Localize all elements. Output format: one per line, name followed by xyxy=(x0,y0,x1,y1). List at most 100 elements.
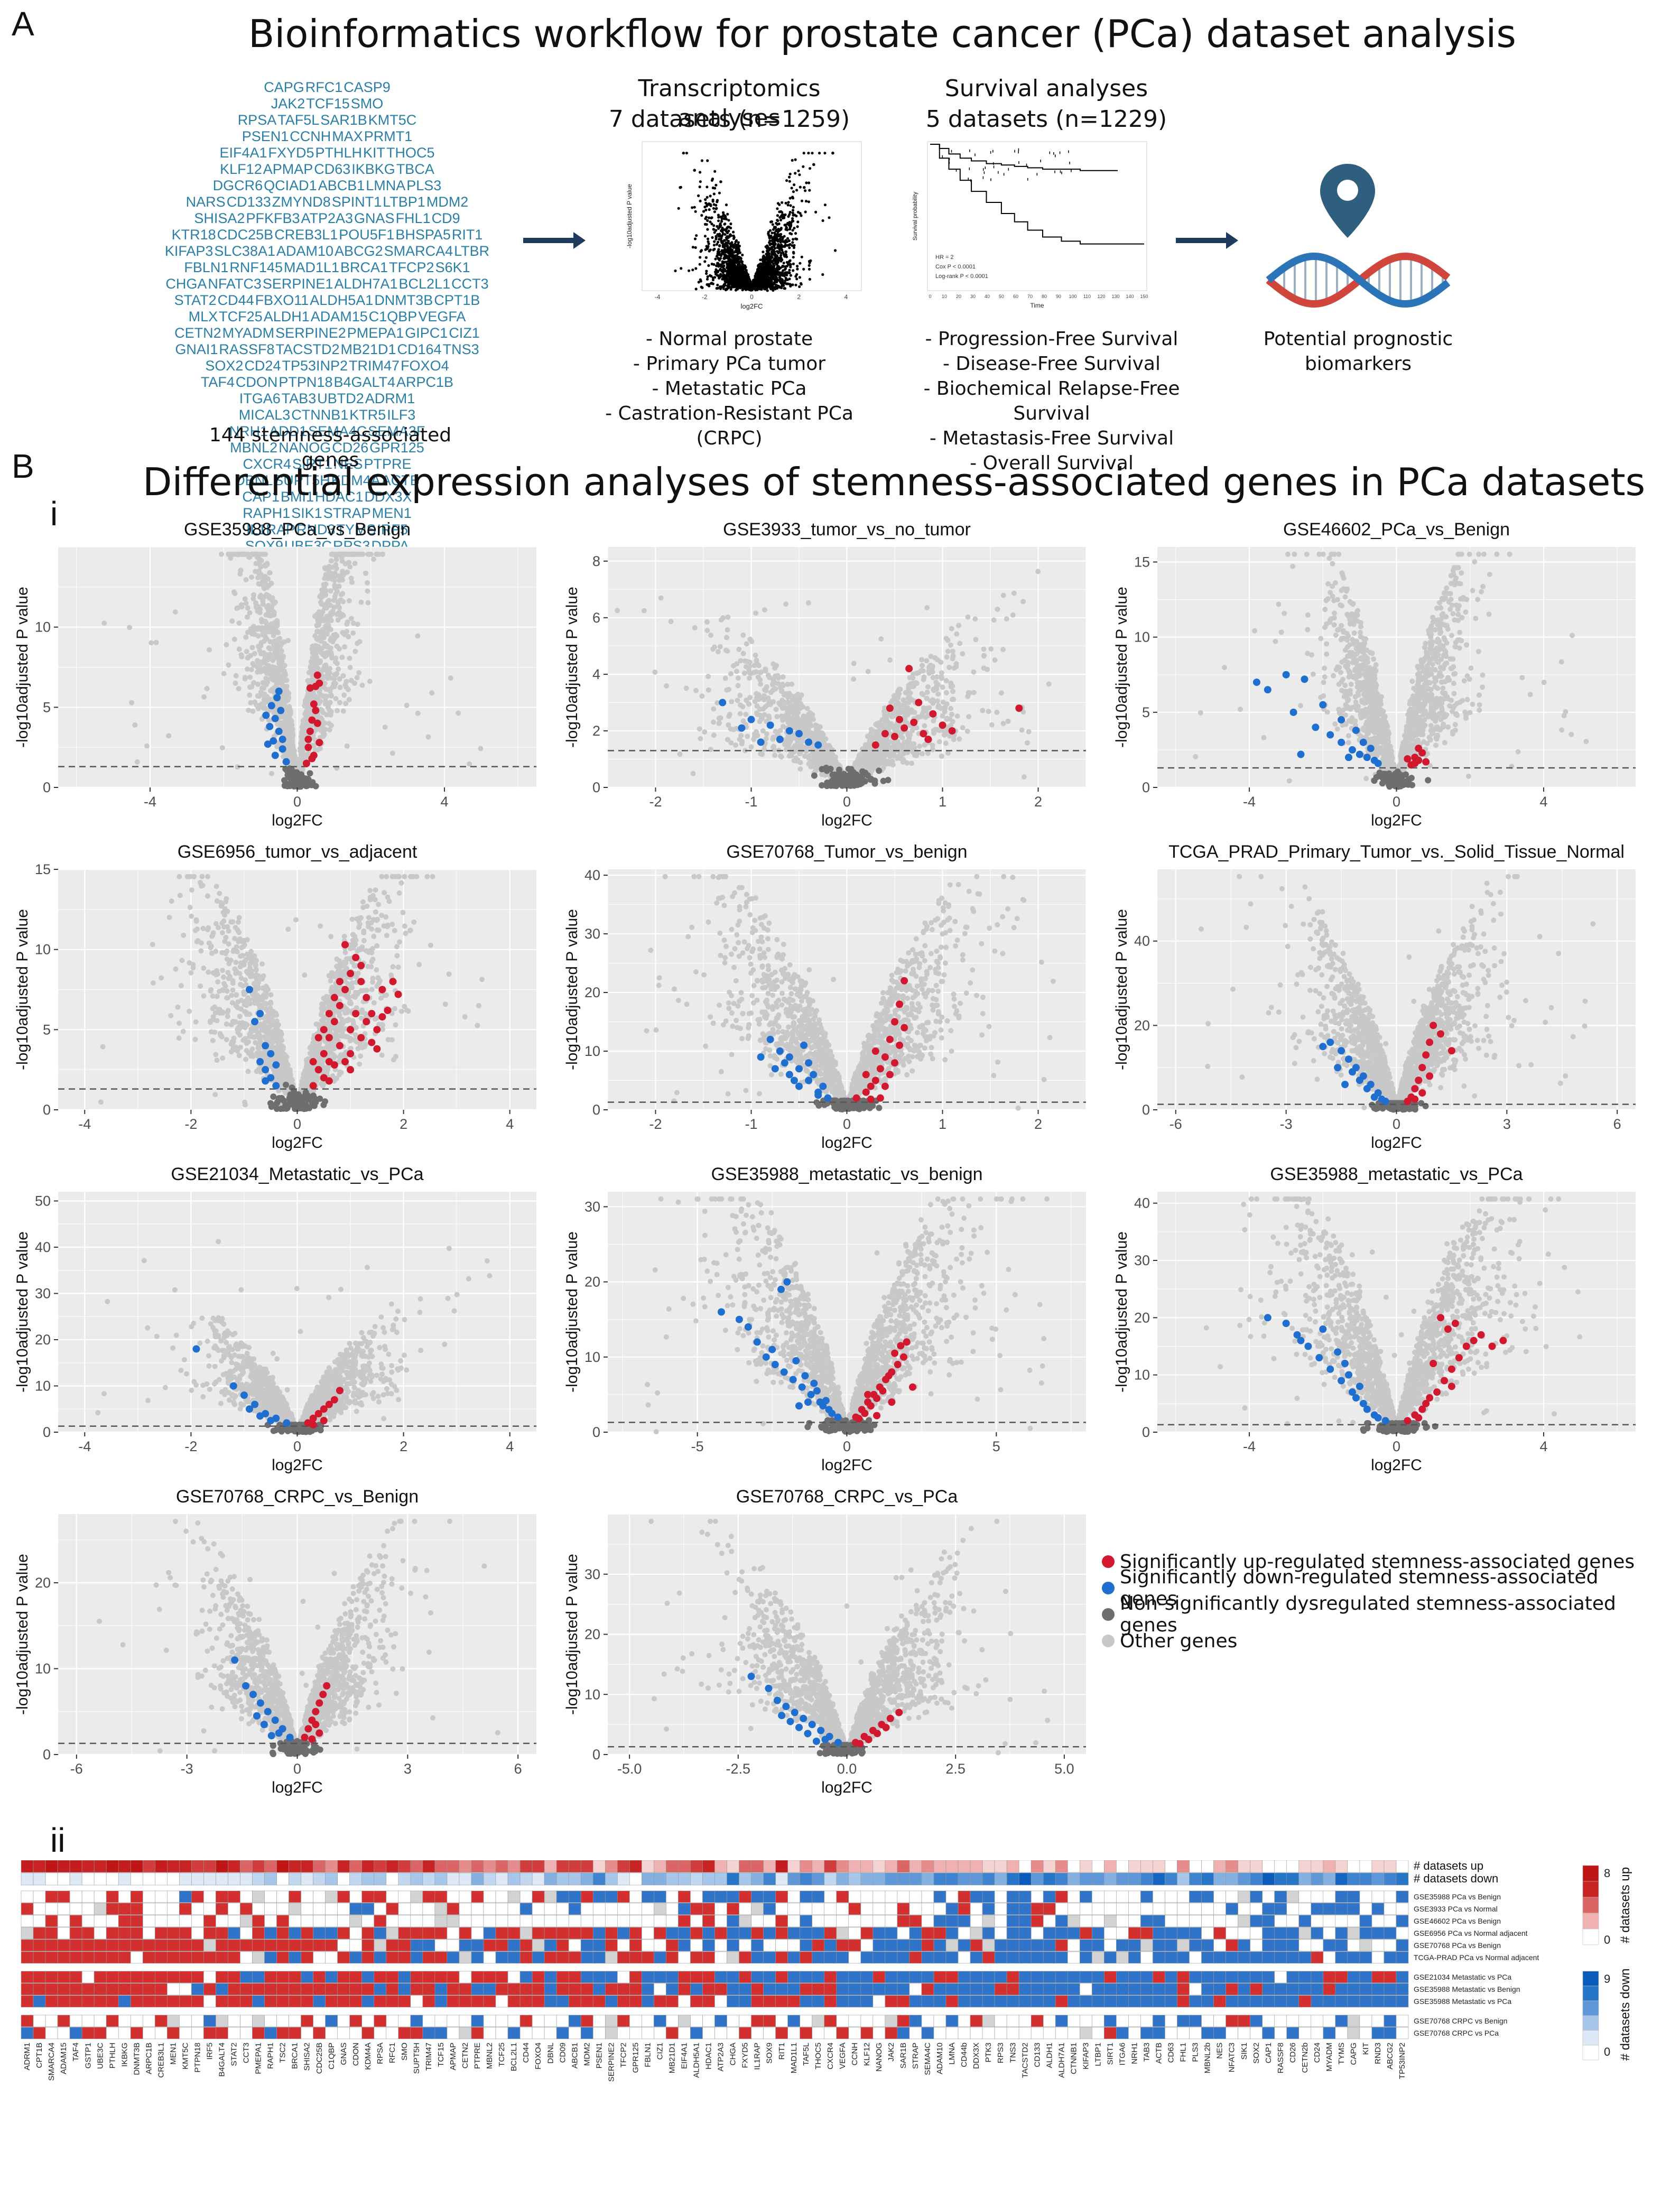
list-item: - Castration-Resistant PCa (CRPC) xyxy=(571,401,888,451)
other-gene-point xyxy=(334,557,339,562)
mini-volcano-point xyxy=(713,210,716,213)
mini-volcano-point xyxy=(723,261,726,263)
mini-volcano-point xyxy=(808,268,811,271)
mini-volcano-point xyxy=(716,287,718,290)
mini-volcano-point xyxy=(732,237,735,240)
other-gene-point xyxy=(340,577,345,582)
other-gene-point xyxy=(246,708,251,713)
other-gene-point xyxy=(244,649,249,654)
mini-volcano-point xyxy=(674,270,676,272)
other-gene-point xyxy=(390,750,395,756)
mini-volcano-point xyxy=(779,219,782,221)
other-gene-point xyxy=(327,649,332,654)
other-gene-point xyxy=(314,612,320,617)
other-gene-point xyxy=(329,611,335,617)
mini-volcano-point xyxy=(722,287,725,290)
mini-volcano-point xyxy=(792,251,795,254)
mini-volcano-point xyxy=(737,271,740,273)
other-gene-point xyxy=(263,552,268,557)
mini-volcano-point xyxy=(776,214,779,217)
mini-volcano-tick: 0 xyxy=(750,293,754,301)
other-gene-point xyxy=(718,644,723,649)
gene-label: PMEPA1 xyxy=(347,325,404,341)
other-gene-point xyxy=(322,565,328,570)
mini-volcano-point xyxy=(791,187,793,189)
mini-volcano-point xyxy=(735,250,737,253)
mini-volcano-point xyxy=(719,222,722,225)
other-gene-point xyxy=(259,594,265,599)
y-tick-label: 10 xyxy=(35,619,51,635)
mini-volcano-point xyxy=(768,237,771,239)
gene-label: CD44 xyxy=(218,292,254,308)
mini-volcano-point xyxy=(779,247,782,249)
gene-label: MYADM xyxy=(222,325,275,341)
list-item: - Biochemical Relapse-Free Survival xyxy=(888,376,1215,426)
mini-volcano-point xyxy=(739,280,741,283)
other-gene-point xyxy=(306,695,311,701)
mini-volcano-point xyxy=(785,254,787,256)
gene-label: TAB3 xyxy=(282,391,317,406)
mini-volcano-point xyxy=(756,282,759,284)
other-gene-point xyxy=(352,649,358,654)
other-gene-point xyxy=(944,654,950,660)
mini-volcano-point xyxy=(785,244,787,247)
other-gene-point xyxy=(260,685,265,691)
mini-volcano-plot: -4 -2 0 2 4log2FC-log10adjusted P value xyxy=(621,137,869,312)
mini-volcano-point xyxy=(788,246,791,249)
mini-volcano-point xyxy=(723,223,726,226)
mini-volcano-point xyxy=(802,268,805,271)
mini-volcano-point xyxy=(725,203,728,206)
mini-volcano-point xyxy=(729,252,732,255)
mini-volcano-point xyxy=(785,274,788,276)
other-gene-point xyxy=(347,697,352,702)
mini-volcano-point xyxy=(725,238,728,241)
list-item: - Metastasis-Free Survival xyxy=(888,426,1215,451)
mini-volcano-point xyxy=(778,210,781,213)
ns-stemness-point xyxy=(297,772,303,778)
mini-volcano-bg xyxy=(642,142,861,291)
mini-volcano-point xyxy=(777,244,780,247)
mini-volcano-point xyxy=(793,214,796,216)
other-gene-point xyxy=(255,682,261,687)
other-gene-point xyxy=(272,610,277,615)
mini-volcano-point xyxy=(704,248,707,251)
ns-stemness-point xyxy=(284,781,291,787)
gene-label: TAF5L xyxy=(277,112,319,128)
other-gene-point xyxy=(920,663,925,668)
other-gene-point xyxy=(299,740,304,746)
gene-label: MAD1L1 xyxy=(284,259,339,275)
other-gene-point xyxy=(245,605,250,610)
mini-volcano-point xyxy=(760,276,763,279)
other-gene-point xyxy=(256,693,262,699)
other-gene-point xyxy=(269,771,274,776)
other-gene-point xyxy=(280,678,285,683)
mini-volcano-point xyxy=(808,264,811,267)
other-gene-point xyxy=(352,561,358,566)
other-gene-point xyxy=(341,613,346,618)
mini-volcano-point xyxy=(799,276,801,279)
mini-volcano-point xyxy=(706,185,708,188)
mini-volcano-point xyxy=(729,246,732,248)
other-gene-point xyxy=(309,647,314,652)
mini-volcano-point xyxy=(743,276,746,279)
other-gene-point xyxy=(262,586,267,591)
down-regulated-point xyxy=(268,702,275,709)
other-gene-point xyxy=(256,706,261,711)
other-gene-point xyxy=(166,733,171,738)
other-gene-point xyxy=(341,692,347,698)
other-gene-point xyxy=(322,732,327,737)
mini-volcano-point xyxy=(714,204,717,207)
other-gene-point xyxy=(966,615,971,620)
other-gene-point xyxy=(256,581,262,587)
gene-label: NFATC3 xyxy=(208,276,262,292)
list-item: - Disease-Free Survival xyxy=(888,351,1215,376)
mini-volcano-point xyxy=(784,287,786,290)
mini-volcano-point xyxy=(723,283,726,285)
other-gene-point xyxy=(922,674,927,680)
other-gene-point xyxy=(347,564,352,570)
gene-label: TAF4 xyxy=(201,374,235,390)
other-gene-point xyxy=(259,625,265,630)
mini-volcano-point xyxy=(720,238,722,240)
mini-volcano-point xyxy=(709,194,712,197)
other-gene-point xyxy=(239,602,244,608)
